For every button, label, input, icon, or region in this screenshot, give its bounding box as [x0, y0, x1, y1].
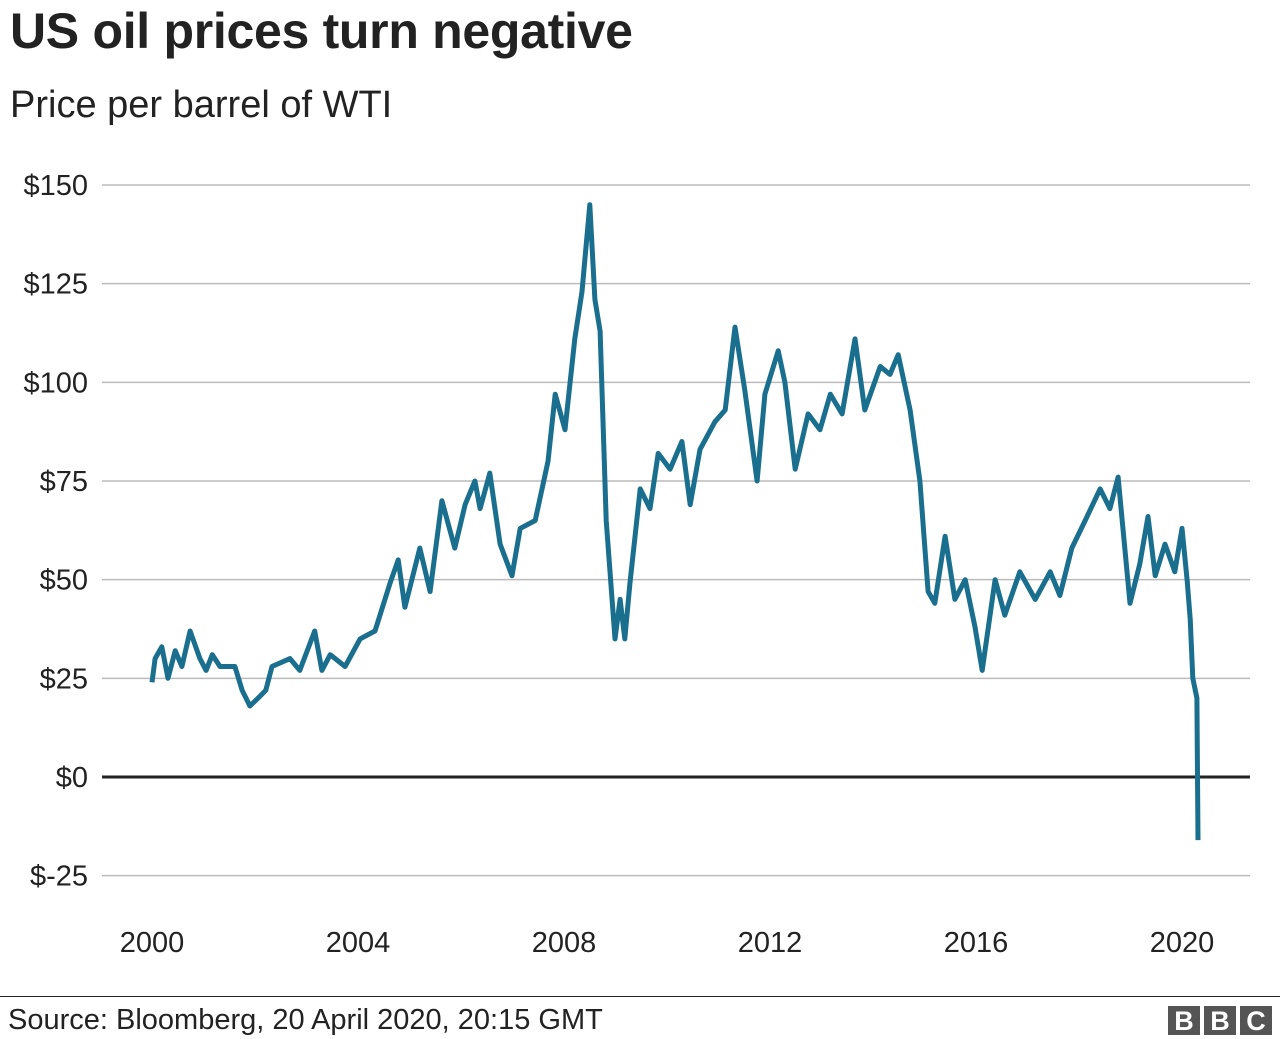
gridlines — [102, 184, 1250, 877]
y-tick-label: $0 — [56, 762, 88, 794]
x-tick-label: 2000 — [120, 927, 185, 959]
x-tick-label: 2020 — [1150, 927, 1215, 959]
logo-letter-b: B — [1168, 1006, 1200, 1036]
y-tick-label: $25 — [40, 663, 88, 695]
footer-divider — [0, 996, 1280, 997]
x-tick-label: 2016 — [944, 927, 1009, 959]
logo-letter-c: C — [1240, 1006, 1272, 1036]
x-tick-label: 2012 — [738, 927, 803, 959]
x-tick-label: 2004 — [326, 927, 391, 959]
source-note: Source: Bloomberg, 20 April 2020, 20:15 … — [8, 1004, 603, 1036]
y-tick-label: $75 — [40, 466, 88, 498]
y-tick-label: $-25 — [30, 861, 88, 893]
line-chart: $-25 $0 $25 $50 $75 $100 $125 $150 2000 2004 2008… — [23, 170, 1250, 959]
series-line-wti-price — [149, 202, 1201, 841]
x-axis-tick-labels: 2000 2004 2008 2012 2016 2020 — [120, 927, 1215, 959]
y-tick-label: $125 — [23, 269, 88, 301]
y-tick-label: $150 — [23, 170, 88, 202]
chart-title: US oil prices turn negative — [10, 3, 633, 59]
y-tick-label: $100 — [23, 367, 88, 399]
x-tick-label: 2008 — [532, 927, 597, 959]
y-tick-label: $50 — [40, 565, 88, 597]
chart-subtitle: Price per barrel of WTI — [10, 84, 393, 126]
y-axis-tick-labels: $-25 $0 $25 $50 $75 $100 $125 $150 — [23, 170, 88, 893]
logo-letter-b: B — [1204, 1006, 1236, 1036]
